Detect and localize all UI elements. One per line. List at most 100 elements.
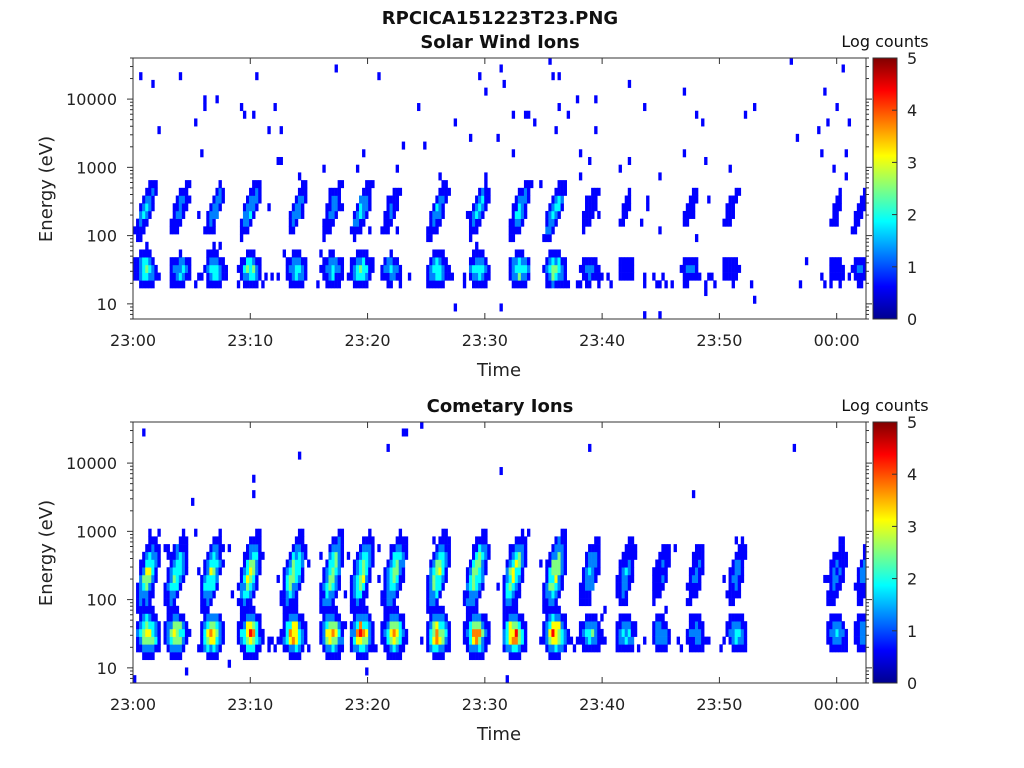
heatmap-cell	[853, 210, 858, 219]
heatmap-cell	[172, 605, 177, 614]
heatmap-cell	[484, 195, 488, 204]
heatmap-cell	[206, 636, 210, 645]
x-tick-label: 23:30	[462, 695, 508, 714]
heatmap-cell	[236, 280, 241, 289]
heatmap-cell	[588, 264, 592, 273]
heatmap-cell	[157, 644, 161, 653]
heatmap-cell	[325, 605, 329, 614]
heatmap-cell	[392, 598, 396, 607]
heatmap-cell	[172, 582, 177, 591]
heatmap-cell	[142, 559, 146, 568]
heatmap-cell	[826, 598, 830, 607]
heatmap-cell	[142, 598, 146, 607]
heatmap-cell	[435, 598, 439, 607]
heatmap-cell	[203, 628, 207, 637]
heatmap-cell	[435, 613, 439, 622]
heatmap-cell	[395, 644, 400, 653]
heatmap-cell	[209, 652, 213, 661]
heatmap-cell	[352, 582, 357, 591]
heatmap-cell	[508, 226, 513, 235]
heatmap-cell	[722, 636, 726, 645]
heatmap-cell	[823, 574, 827, 583]
heatmap-cell	[368, 272, 372, 281]
heatmap-cell	[597, 536, 601, 545]
heatmap-cell	[239, 598, 244, 607]
heatmap-cell	[294, 195, 299, 204]
heatmap-cell	[597, 636, 601, 645]
heatmap-cell	[392, 652, 396, 661]
heatmap-cell	[212, 644, 216, 653]
heatmap-cell	[139, 257, 143, 266]
heatmap-cell	[487, 187, 491, 196]
heatmap-cell	[279, 126, 283, 135]
heatmap-cell	[523, 628, 528, 637]
heatmap-cell	[175, 605, 180, 614]
heatmap-cell	[151, 272, 155, 281]
heatmap-cell	[517, 187, 522, 196]
heatmap-cell	[136, 218, 140, 227]
heatmap-cell	[166, 598, 170, 607]
heatmap-cell	[444, 257, 448, 266]
heatmap-cell	[832, 264, 836, 273]
heatmap-cell	[133, 675, 137, 684]
heatmap-cell	[218, 644, 222, 653]
heatmap-cell	[737, 636, 742, 645]
heatmap-cell	[169, 582, 173, 591]
heatmap-cell	[511, 574, 516, 583]
heatmap-cell	[591, 551, 595, 560]
panel-title: Cometary Ions	[427, 396, 574, 417]
heatmap-cell	[294, 590, 299, 599]
heatmap-cell	[743, 544, 748, 553]
heatmap-cell	[383, 574, 387, 583]
heatmap-cell	[862, 187, 867, 196]
heatmap-cell	[585, 621, 589, 630]
heatmap-cell	[175, 582, 180, 591]
heatmap-cell	[508, 605, 513, 614]
heatmap-cell	[591, 203, 595, 212]
heatmap-cell	[557, 567, 561, 576]
heatmap-cell	[484, 559, 488, 568]
heatmap-cell	[300, 210, 305, 219]
heatmap-cell	[145, 590, 149, 599]
heatmap-cell	[508, 551, 513, 560]
heatmap-cell	[829, 636, 833, 645]
heatmap-cell	[853, 218, 858, 227]
heatmap-cell	[221, 559, 225, 568]
heatmap-cell	[288, 628, 293, 637]
heatmap-cell	[142, 280, 146, 289]
heatmap-cell	[594, 621, 598, 630]
heatmap-cell	[239, 605, 244, 614]
heatmap-cell	[478, 574, 482, 583]
heatmap-cell	[203, 613, 207, 622]
heatmap-cell	[444, 551, 448, 560]
heatmap-cell	[285, 605, 290, 614]
heatmap-cell	[707, 272, 711, 281]
heatmap-cell	[389, 551, 393, 560]
heatmap-cell	[679, 264, 684, 273]
heatmap-cell	[585, 582, 589, 591]
heatmap-cell	[203, 621, 207, 630]
heatmap-cell	[145, 605, 149, 614]
heatmap-cell	[206, 590, 210, 599]
heatmap-cell	[621, 218, 626, 227]
heatmap-cell	[297, 195, 302, 204]
heatmap-cell	[328, 598, 332, 607]
heatmap-cell	[304, 264, 308, 273]
heatmap-cell	[468, 574, 473, 583]
heatmap-cell	[392, 551, 396, 560]
x-tick-label: 23:20	[345, 331, 391, 350]
heatmap-cell	[475, 272, 479, 281]
heatmap-cell	[465, 605, 470, 614]
heatmap-cell	[355, 644, 360, 653]
heatmap-cell	[447, 264, 451, 273]
heatmap-cell	[685, 636, 690, 645]
heatmap-cell	[362, 590, 366, 599]
heatmap-cell	[212, 218, 216, 227]
heatmap-cell	[472, 249, 476, 258]
heatmap-cell	[554, 264, 558, 273]
heatmap-cell	[566, 280, 571, 289]
heatmap-cell	[255, 257, 259, 266]
heatmap-cell	[545, 628, 549, 637]
heatmap-cell	[209, 272, 213, 281]
heatmap-cell	[139, 203, 143, 212]
